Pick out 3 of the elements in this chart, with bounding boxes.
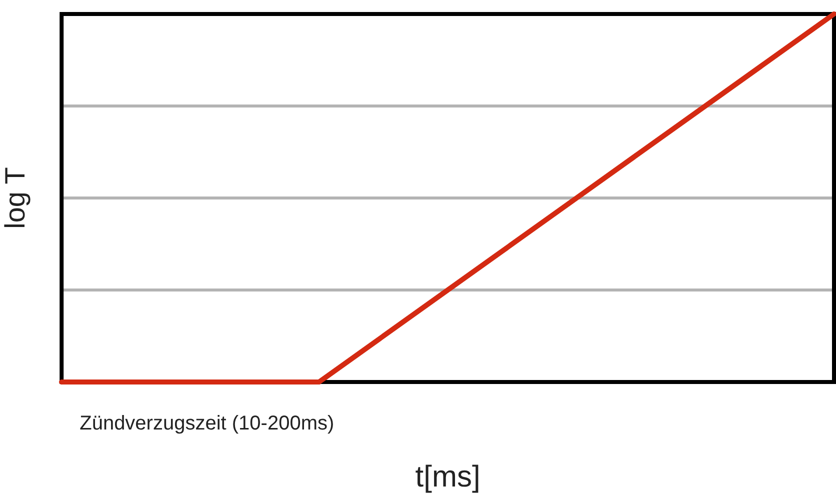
x-axis-title: t[ms]	[415, 460, 480, 494]
text: Zündverzugszeit (10-200ms)	[80, 412, 334, 435]
y-axis-title: log T	[0, 167, 31, 229]
